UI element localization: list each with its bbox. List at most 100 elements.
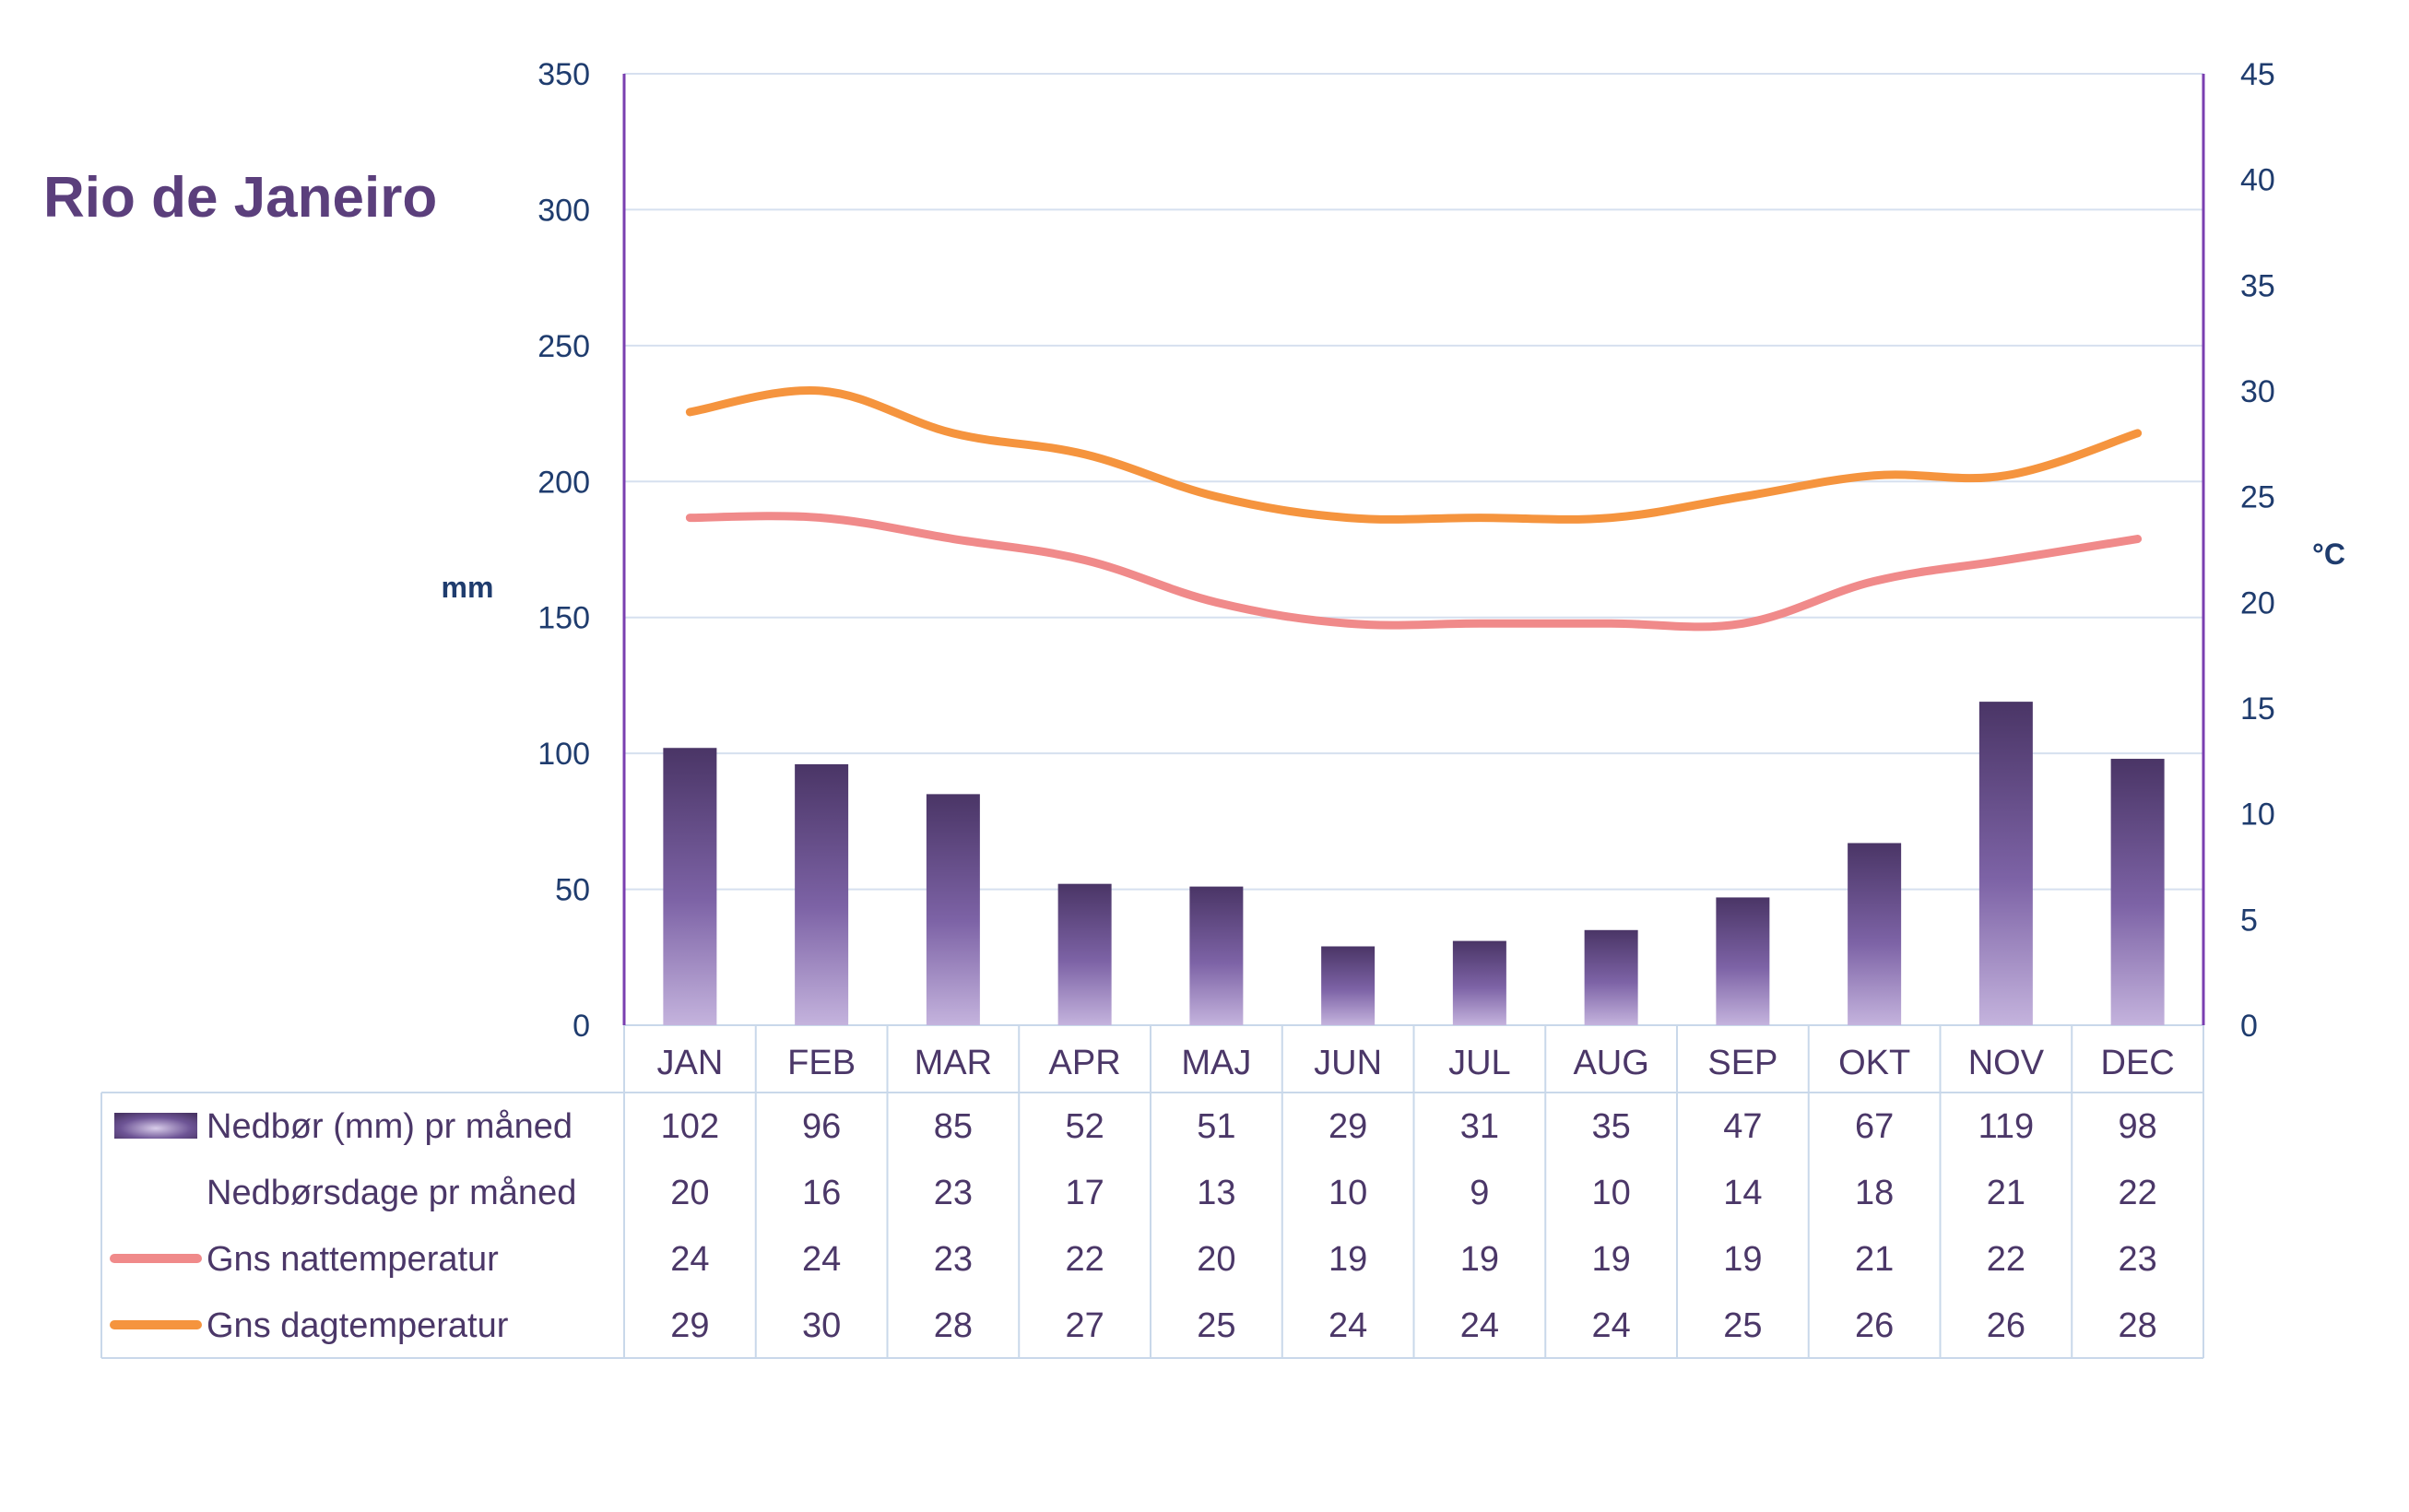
month-label: JUL [1448, 1044, 1511, 1082]
table-row-label: Gns nattemperatur [207, 1240, 499, 1279]
right-axis-tick-label: 25 [2240, 480, 2275, 515]
temperature-lines [685, 386, 2143, 632]
left-axis-tick-label: 50 [555, 873, 590, 908]
precipitation-bar [795, 763, 849, 1025]
right-axis-tick-label: 35 [2240, 268, 2275, 303]
month-label: MAR [915, 1044, 992, 1082]
precipitation-bar [1584, 929, 1638, 1025]
right-axis-tick-label: 10 [2240, 797, 2275, 833]
table-cell-value: 19 [1723, 1240, 1762, 1279]
table-cell-value: 52 [1065, 1107, 1104, 1146]
table-cell-value: 28 [2118, 1306, 2156, 1345]
table-cell-value: 13 [1197, 1174, 1235, 1212]
month-label: DEC [2101, 1044, 2175, 1082]
month-label: MAJ [1181, 1044, 1251, 1082]
right-axis-tick-label: 40 [2240, 163, 2275, 198]
right-axis-tick-label: 0 [2240, 1009, 2258, 1044]
right-axis-tick-label: 45 [2240, 57, 2275, 92]
right-axis-unit: °C [2312, 537, 2345, 571]
precipitation-bar [926, 794, 980, 1025]
precipitation-bar [663, 748, 717, 1025]
left-axis-tick-label: 250 [537, 329, 590, 364]
precipitation-bar [1321, 946, 1376, 1025]
month-label: SEP [1707, 1044, 1777, 1082]
table-cell-value: 17 [1065, 1174, 1104, 1212]
table-cell-value: 47 [1723, 1107, 1762, 1146]
table-cell-value: 19 [1460, 1240, 1499, 1279]
table-cell-value: 29 [1328, 1107, 1367, 1146]
right-axis-tick-label: 15 [2240, 691, 2275, 726]
left-axis-tick-label: 0 [573, 1009, 590, 1044]
table-cell-value: 18 [1855, 1174, 1894, 1212]
precipitation-bar [1057, 883, 1112, 1025]
table-cell-value: 35 [1591, 1107, 1630, 1146]
table-row-label: Nedbørsdage pr måned [207, 1174, 576, 1212]
left-axis-tick-label: 350 [537, 57, 590, 92]
month-label: AUG [1573, 1044, 1648, 1082]
table-cell-value: 24 [802, 1240, 841, 1279]
day-temperature-line [685, 386, 2143, 524]
table-cell-value: 20 [1197, 1240, 1235, 1279]
table-cell-value: 24 [670, 1240, 709, 1279]
table-cell-value: 102 [661, 1107, 719, 1146]
left-axis-tick-label: 200 [537, 465, 590, 500]
table-cell-value: 14 [1723, 1174, 1762, 1212]
table-row-label: Nedbør (mm) pr måned [207, 1107, 573, 1146]
precipitation-bar [1848, 843, 1902, 1025]
chart-labels: 0 50 100 150 200 250 300 350 0 5 10 15 20 25 30 35 40 45 J… [110, 57, 2275, 1345]
left-axis-tick-label: 100 [537, 737, 590, 772]
table-cell-value: 21 [1855, 1240, 1894, 1279]
right-axis-tick-label: 20 [2240, 585, 2275, 620]
night-temperature-line [685, 512, 2143, 632]
legend-marker-precipitation [114, 1113, 197, 1139]
table-cell-value: 29 [670, 1306, 709, 1345]
table-cell-value: 96 [802, 1107, 841, 1146]
precipitation-bar [1452, 940, 1506, 1025]
table-cell-value: 31 [1460, 1107, 1499, 1146]
gridlines [624, 73, 2203, 891]
precipitation-bars [663, 702, 2165, 1025]
table-cell-value: 98 [2118, 1107, 2156, 1146]
month-label: OKT [1838, 1044, 1910, 1082]
month-label: JUN [1314, 1044, 1382, 1082]
chart-title: Rio de Janeiro [43, 166, 437, 230]
table-cell-value: 23 [2118, 1240, 2156, 1279]
table-cell-value: 22 [1987, 1240, 2025, 1279]
table-cell-value: 67 [1855, 1107, 1894, 1146]
table-cell-value: 30 [802, 1306, 841, 1345]
right-axis-tick-label: 5 [2240, 903, 2258, 938]
axes [622, 74, 2205, 1025]
table-cell-value: 23 [934, 1174, 973, 1212]
precipitation-bar [2110, 759, 2165, 1025]
table-cell-value: 9 [1470, 1174, 1489, 1212]
table-cell-value: 85 [934, 1107, 973, 1146]
table-cell-value: 25 [1723, 1306, 1762, 1345]
table-cell-value: 27 [1065, 1306, 1104, 1345]
table-cell-value: 16 [802, 1174, 841, 1212]
table-cell-value: 20 [670, 1174, 709, 1212]
table-cell-value: 24 [1328, 1306, 1367, 1345]
table-cell-value: 51 [1197, 1107, 1235, 1146]
left-axis-tick-label: 150 [537, 601, 590, 636]
month-label: NOV [1968, 1044, 2045, 1082]
table-cell-value: 28 [934, 1306, 973, 1345]
precipitation-bar [1978, 702, 2033, 1025]
table-cell-value: 22 [2118, 1174, 2156, 1212]
table-cell-value: 26 [1855, 1306, 1894, 1345]
precipitation-bar [1189, 886, 1244, 1025]
month-label: FEB [787, 1044, 856, 1082]
table-cell-value: 10 [1328, 1174, 1367, 1212]
table-cell-value: 10 [1591, 1174, 1630, 1212]
table-row-label: Gns dagtemperatur [207, 1306, 509, 1345]
table-cell-value: 21 [1987, 1174, 2025, 1212]
table-cell-value: 23 [934, 1240, 973, 1279]
table-cell-value: 26 [1987, 1306, 2025, 1345]
table-cell-value: 24 [1591, 1306, 1630, 1345]
month-label: APR [1049, 1044, 1121, 1082]
month-label: JAN [656, 1044, 723, 1082]
data-table [100, 1024, 2204, 1359]
table-cell-value: 25 [1197, 1306, 1235, 1345]
table-cell-value: 19 [1591, 1240, 1630, 1279]
